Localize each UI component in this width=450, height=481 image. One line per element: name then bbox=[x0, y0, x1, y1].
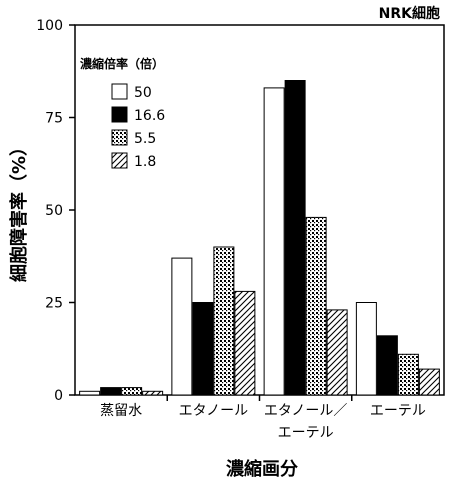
x-tick-label: エタノール／ bbox=[264, 403, 348, 419]
legend-label: 1.8 bbox=[134, 154, 156, 170]
legend: 濃縮倍率（倍） 50 16.6 5.5 1.8 bbox=[80, 56, 165, 170]
legend-label: 5.5 bbox=[134, 131, 156, 147]
x-tick-label: エーテル bbox=[278, 425, 334, 441]
bar-white bbox=[263, 87, 285, 396]
bar-hatch bbox=[418, 368, 440, 396]
x-tick-label: エーテル bbox=[370, 403, 426, 419]
bar-black bbox=[192, 302, 214, 396]
y-tick-label: 25 bbox=[45, 296, 63, 312]
legend-swatch-dotted bbox=[111, 129, 128, 146]
bar-white bbox=[355, 302, 377, 396]
legend-title: 濃縮倍率（倍） bbox=[80, 56, 164, 71]
bar-white bbox=[171, 257, 193, 396]
y-tick-label: 50 bbox=[45, 203, 63, 219]
bar-black bbox=[284, 80, 306, 396]
bar-dotted bbox=[121, 387, 143, 396]
corner-label: NRK細胞 bbox=[379, 5, 440, 22]
bar-black bbox=[376, 335, 398, 396]
bar-dotted bbox=[305, 216, 327, 396]
legend-swatch-black bbox=[111, 106, 128, 123]
legend-label: 50 bbox=[134, 85, 152, 101]
bars-group bbox=[79, 80, 440, 396]
x-tick-label: 蒸留水 bbox=[100, 403, 142, 419]
legend-label: 16.6 bbox=[134, 108, 165, 124]
x-axis-title: 濃縮画分 bbox=[226, 458, 298, 480]
bar-dotted bbox=[213, 246, 235, 396]
bar-hatch bbox=[326, 309, 348, 396]
y-tick-label: 75 bbox=[45, 111, 63, 127]
y-axis-title: 細胞障害率（%） bbox=[8, 138, 30, 282]
x-tick-label: エタノール bbox=[179, 403, 249, 419]
bar-white bbox=[79, 390, 101, 396]
bar-black bbox=[100, 387, 122, 396]
y-tick-label: 100 bbox=[36, 18, 63, 34]
bar-hatch bbox=[142, 390, 164, 396]
legend-swatch-white bbox=[111, 83, 128, 100]
legend-swatch-hatch bbox=[111, 152, 128, 169]
y-axis: 0 25 50 75 100 bbox=[36, 18, 75, 404]
bar-hatch bbox=[234, 290, 256, 396]
bar-dotted bbox=[397, 353, 419, 396]
y-tick-label: 0 bbox=[54, 388, 63, 404]
